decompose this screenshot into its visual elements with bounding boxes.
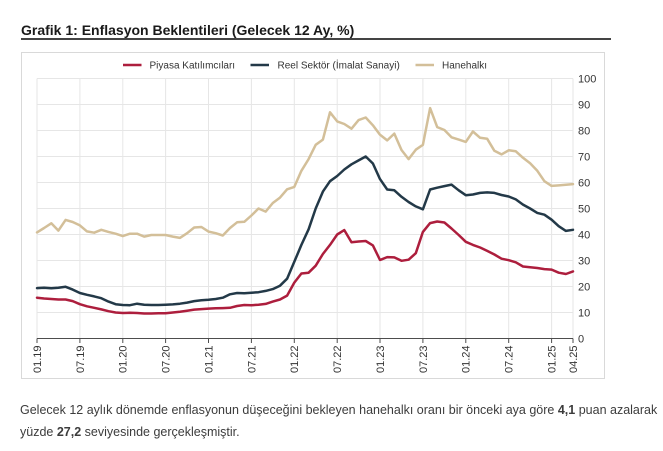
svg-text:01.20: 01.20 bbox=[118, 346, 130, 374]
svg-text:01.19: 01.19 bbox=[32, 346, 44, 374]
svg-text:50: 50 bbox=[578, 203, 590, 215]
svg-text:07.19: 07.19 bbox=[75, 346, 87, 374]
svg-text:01.21: 01.21 bbox=[203, 346, 215, 374]
svg-text:90: 90 bbox=[578, 99, 590, 111]
svg-text:07.21: 07.21 bbox=[246, 346, 258, 374]
svg-text:01.22: 01.22 bbox=[289, 346, 301, 374]
svg-text:07.22: 07.22 bbox=[332, 346, 344, 374]
svg-text:20: 20 bbox=[578, 281, 590, 293]
svg-text:01.24: 01.24 bbox=[461, 346, 473, 374]
svg-text:07.20: 07.20 bbox=[161, 346, 173, 374]
svg-text:70: 70 bbox=[578, 151, 590, 163]
svg-text:01.23: 01.23 bbox=[375, 346, 387, 374]
svg-text:30: 30 bbox=[578, 255, 590, 267]
svg-text:07.23: 07.23 bbox=[418, 346, 430, 374]
svg-text:Piyasa Katılımcıları: Piyasa Katılımcıları bbox=[150, 61, 236, 72]
svg-text:0: 0 bbox=[578, 333, 584, 345]
svg-text:07.24: 07.24 bbox=[504, 346, 516, 374]
svg-text:40: 40 bbox=[578, 229, 590, 241]
svg-text:Reel Sektör (İmalat Sanayi): Reel Sektör (İmalat Sanayi) bbox=[278, 59, 400, 72]
svg-text:80: 80 bbox=[578, 125, 590, 137]
svg-text:04.25: 04.25 bbox=[568, 346, 580, 374]
svg-text:100: 100 bbox=[578, 73, 596, 85]
svg-text:60: 60 bbox=[578, 177, 590, 189]
svg-text:10: 10 bbox=[578, 307, 590, 319]
svg-text:Hanehalkı: Hanehalkı bbox=[442, 61, 487, 72]
svg-text:01.25: 01.25 bbox=[547, 346, 559, 374]
